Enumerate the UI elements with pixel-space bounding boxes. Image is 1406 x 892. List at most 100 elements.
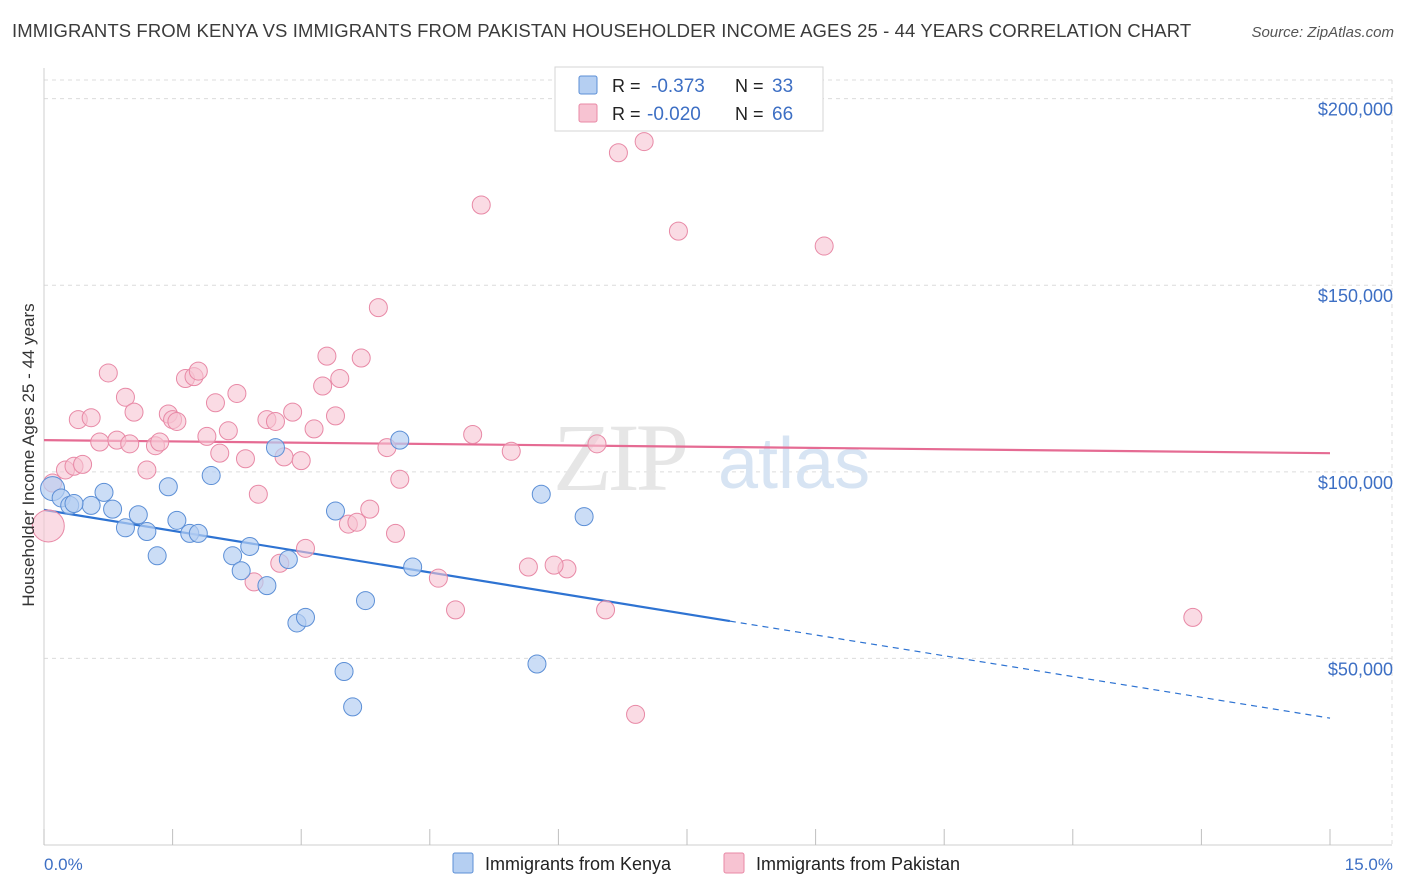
chart-title: IMMIGRANTS FROM KENYA VS IMMIGRANTS FROM… — [12, 20, 1192, 41]
pakistan-point — [167, 411, 187, 431]
pakistan-point — [518, 557, 538, 577]
kenya-points — [40, 430, 594, 717]
y-tick-labels: $50,000 $100,000 $150,000 $200,000 — [1318, 100, 1393, 680]
kenya-point — [94, 482, 114, 502]
kenya-point — [137, 522, 157, 542]
kenya-point — [158, 477, 178, 497]
pakistan-point — [265, 411, 285, 431]
pakistan-point — [150, 432, 170, 452]
kenya-point — [574, 507, 594, 527]
legend-r-value-pakistan: -0.020 — [647, 104, 701, 125]
pakistan-point — [248, 484, 268, 504]
kenya-point — [64, 494, 84, 514]
y-tick-label-0: $50,000 — [1328, 659, 1393, 679]
legend-n-label-pakistan: N = — [735, 104, 764, 124]
kenya-point — [403, 557, 423, 577]
kenya-point — [147, 546, 167, 566]
pakistan-point — [471, 195, 491, 215]
pakistan-point — [124, 402, 144, 422]
trend-lines — [43, 439, 1331, 719]
pakistan-points — [31, 132, 1203, 724]
pakistan-point — [544, 555, 564, 575]
pakistan-point — [330, 369, 350, 389]
kenya-point — [390, 430, 410, 450]
kenya-point — [295, 607, 315, 627]
pakistan-point — [325, 406, 345, 426]
watermark-zip: ZIP — [553, 404, 686, 511]
pakistan-point — [295, 538, 315, 558]
pakistan-point — [137, 460, 157, 480]
axes — [43, 68, 1392, 846]
pakistan-point — [81, 408, 101, 428]
legend-frame — [554, 66, 824, 132]
legend-r-label-pakistan: R = — [612, 104, 641, 124]
kenya-point — [115, 518, 135, 538]
legend-swatch-pakistan — [578, 103, 598, 123]
series-legend: Immigrants from Kenya Immigrants from Pa… — [452, 852, 960, 874]
pakistan-point — [317, 346, 337, 366]
kenya-point — [325, 501, 345, 521]
pakistan-point — [501, 441, 521, 461]
kenya-point — [356, 591, 375, 611]
pakistan-point — [31, 509, 65, 543]
source-label: Source: ZipAtlas.com — [1251, 24, 1394, 41]
kenya-point — [103, 499, 123, 519]
pakistan-point — [368, 298, 388, 318]
kenya-point — [334, 661, 354, 681]
pakistan-point — [587, 434, 607, 454]
pakistan-point — [446, 600, 466, 620]
kenya-point — [265, 438, 285, 458]
pakistan-point — [313, 376, 333, 396]
pakistan-point — [218, 421, 238, 441]
pakistan-point — [188, 361, 208, 381]
x-tick-label-0: 0.0% — [44, 855, 83, 874]
y-tick-label-2: $150,000 — [1318, 286, 1393, 306]
pakistan-point — [626, 704, 646, 724]
legend-n-value-kenya: 33 — [772, 76, 793, 97]
bottom-legend-label-kenya: Immigrants from Kenya — [485, 854, 672, 874]
pakistan-point — [227, 383, 247, 403]
pakistan-point — [351, 348, 371, 368]
kenya-point — [343, 697, 363, 717]
pakistan-point — [120, 434, 140, 454]
pakistan-point — [235, 449, 255, 469]
pakistan-point — [73, 454, 93, 474]
correlation-legend: R = -0.373 N = 33 R = -0.020 N = 66 — [554, 66, 824, 132]
y-tick-label-3: $200,000 — [1318, 100, 1393, 120]
pakistan-point — [90, 432, 110, 452]
pakistan-point — [291, 451, 311, 471]
pakistan-point — [347, 512, 367, 532]
pakistan-point — [596, 600, 616, 620]
y-axis-label: Householder Income Ages 25 - 44 years — [19, 303, 38, 606]
watermark-atlas: atlas — [718, 424, 870, 504]
bottom-legend-swatch-pakistan — [723, 852, 745, 874]
legend-r-value-kenya: -0.373 — [651, 76, 705, 97]
pakistan-point — [463, 425, 483, 445]
pakistan-point — [386, 523, 406, 543]
pakistan-point — [390, 469, 410, 489]
legend-r-label-kenya: R = — [612, 76, 641, 96]
kenya-point — [188, 523, 208, 543]
x-tick-labels: 0.0% 15.0% — [44, 855, 1393, 874]
y-tick-label-1: $100,000 — [1318, 473, 1393, 493]
pakistan-point — [197, 426, 217, 446]
pakistan-point — [360, 499, 380, 519]
kenya-point — [167, 510, 187, 530]
kenya-point — [201, 466, 221, 486]
x-tick-label-1: 15.0% — [1345, 855, 1393, 874]
legend-n-label-kenya: N = — [735, 76, 764, 96]
kenya-trend-extension — [729, 620, 1331, 719]
kenya-point — [257, 576, 277, 596]
pakistan-point — [304, 419, 324, 439]
legend-n-value-pakistan: 66 — [772, 104, 793, 125]
pakistan-point — [98, 363, 118, 383]
bottom-legend-swatch-kenya — [452, 852, 474, 874]
kenya-point — [231, 561, 251, 581]
pakistan-point — [210, 443, 230, 463]
pakistan-point — [205, 393, 225, 413]
kenya-point — [531, 484, 551, 504]
pakistan-point — [608, 143, 628, 163]
kenya-point — [223, 546, 243, 566]
pakistan-point — [668, 221, 688, 241]
